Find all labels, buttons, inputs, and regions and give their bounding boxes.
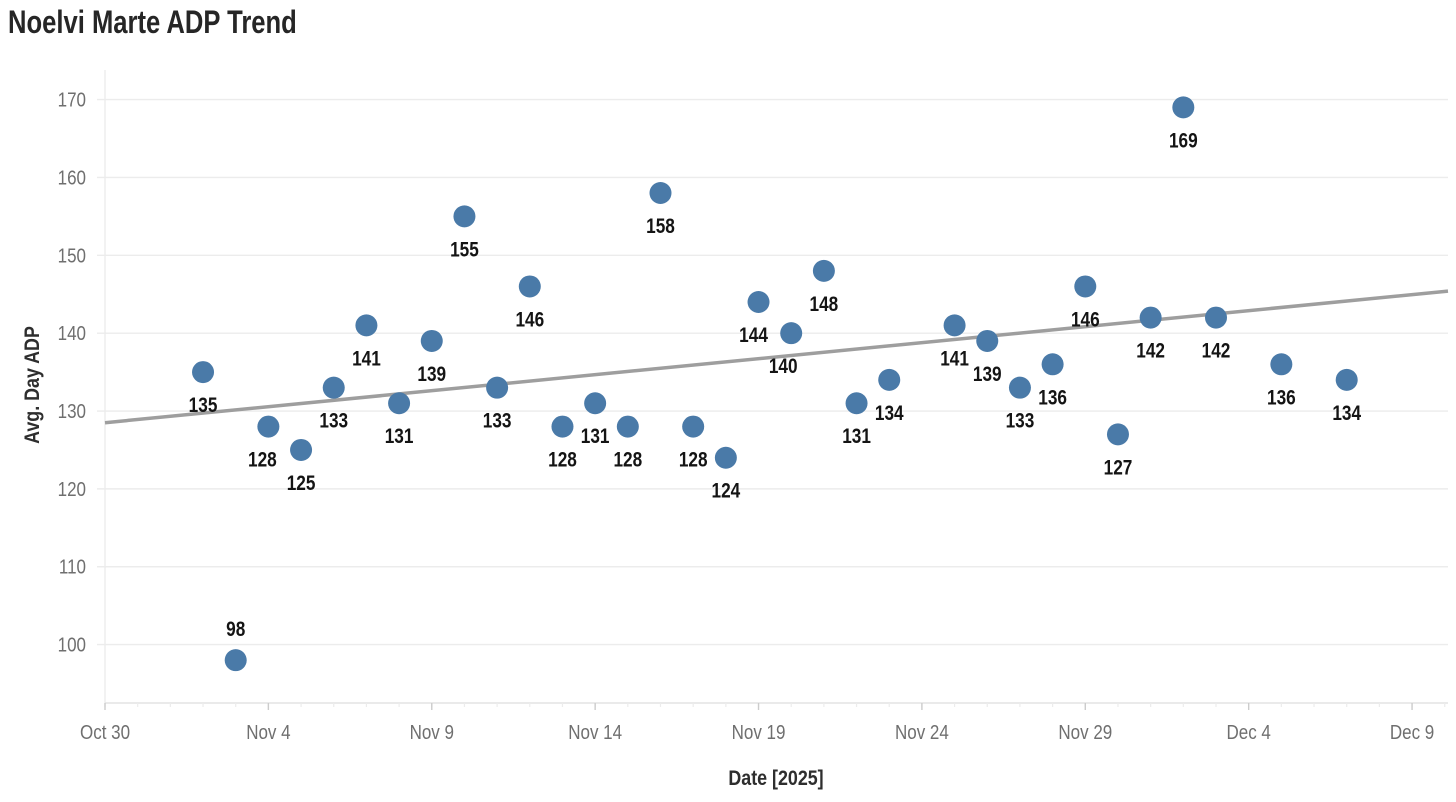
scatter-point (518, 275, 541, 298)
scatter-point (1041, 353, 1064, 376)
x-tick-label: Nov 9 (410, 721, 454, 744)
gridlines (97, 98, 1448, 646)
scatter-point (714, 446, 737, 469)
scatter-points: 1359812812513314113113915513314612813112… (189, 96, 1361, 672)
x-tick-label: Dec 9 (1390, 721, 1434, 744)
scatter-point (224, 649, 247, 672)
point-label: 169 (1169, 130, 1198, 153)
point-label: 134 (1332, 402, 1361, 425)
scatter-point (1139, 306, 1162, 329)
x-tick-label: Nov 29 (1058, 721, 1112, 744)
point-label: 148 (810, 293, 839, 316)
point-label: 131 (581, 426, 610, 449)
scatter-point (322, 376, 345, 399)
y-tick-label: 100 (58, 633, 86, 656)
point-label: 136 (1267, 387, 1296, 410)
scatter-point (649, 182, 672, 205)
scatter-point (682, 415, 705, 438)
point-label: 141 (352, 348, 381, 371)
x-tick-label: Nov 24 (895, 721, 949, 744)
scatter-point (780, 322, 803, 345)
x-tick-label: Oct 30 (80, 721, 130, 744)
point-label: 139 (973, 363, 1002, 386)
point-label: 128 (548, 449, 577, 472)
point-label: 136 (1038, 387, 1067, 410)
scatter-point (812, 259, 835, 282)
point-label: 98 (226, 619, 245, 642)
point-label: 142 (1202, 340, 1231, 363)
point-label: 140 (769, 356, 798, 379)
point-label: 124 (711, 480, 740, 503)
scatter-point (1172, 96, 1195, 119)
scatter-point (1008, 376, 1031, 399)
y-tick-label: 170 (58, 88, 86, 111)
x-tick-marks (104, 703, 1446, 710)
point-label: 131 (842, 426, 871, 449)
point-label: 134 (875, 402, 904, 425)
y-tick-label: 150 (58, 244, 86, 267)
x-tick-label: Nov 4 (246, 721, 290, 744)
scatter-point (616, 415, 639, 438)
x-axis-title: Date [2025] (728, 767, 824, 790)
scatter-point (1335, 368, 1358, 391)
scatter-point (976, 329, 999, 352)
point-label: 131 (385, 426, 414, 449)
point-label: 133 (483, 410, 512, 433)
point-label: 133 (1006, 410, 1035, 433)
scatter-point (192, 361, 215, 384)
scatter-point (453, 205, 476, 228)
x-tick-label: Nov 19 (732, 721, 786, 744)
chart-title: Noelvi Marte ADP Trend (8, 4, 297, 40)
scatter-point (747, 291, 770, 314)
scatter-point (551, 415, 574, 438)
point-label: 146 (1071, 309, 1100, 332)
scatter-point (1074, 275, 1097, 298)
point-label: 128 (679, 449, 708, 472)
scatter-point (878, 368, 901, 391)
point-label: 146 (515, 309, 544, 332)
point-label: 135 (189, 395, 218, 418)
scatter-point (943, 314, 966, 337)
x-tick-label: Nov 14 (568, 721, 622, 744)
scatter-point (355, 314, 378, 337)
scatter-point (257, 415, 280, 438)
scatter-point (584, 392, 607, 415)
scatter-point (290, 438, 313, 461)
point-label: 125 (287, 472, 316, 495)
scatter-point (1270, 353, 1293, 376)
y-tick-label: 160 (58, 166, 86, 189)
point-label: 128 (613, 449, 642, 472)
scatter-point (1204, 306, 1227, 329)
y-tick-label: 130 (58, 400, 86, 423)
scatter-point (845, 392, 868, 415)
point-label: 139 (417, 363, 446, 386)
scatter-point (420, 329, 443, 352)
scatter-point (1106, 423, 1129, 446)
point-label: 158 (646, 216, 675, 239)
y-tick-label: 120 (58, 478, 86, 501)
point-label: 141 (940, 348, 969, 371)
scatter-point (388, 392, 411, 415)
y-tick-label: 140 (58, 322, 86, 345)
point-label: 128 (248, 449, 277, 472)
point-label: 133 (319, 410, 348, 433)
point-label: 144 (739, 325, 768, 348)
scatter-point (486, 376, 509, 399)
point-label: 155 (450, 239, 479, 262)
y-tick-label: 110 (59, 555, 86, 578)
point-label: 127 (1104, 457, 1133, 480)
x-tick-label: Dec 4 (1226, 721, 1270, 744)
point-label: 142 (1136, 340, 1165, 363)
